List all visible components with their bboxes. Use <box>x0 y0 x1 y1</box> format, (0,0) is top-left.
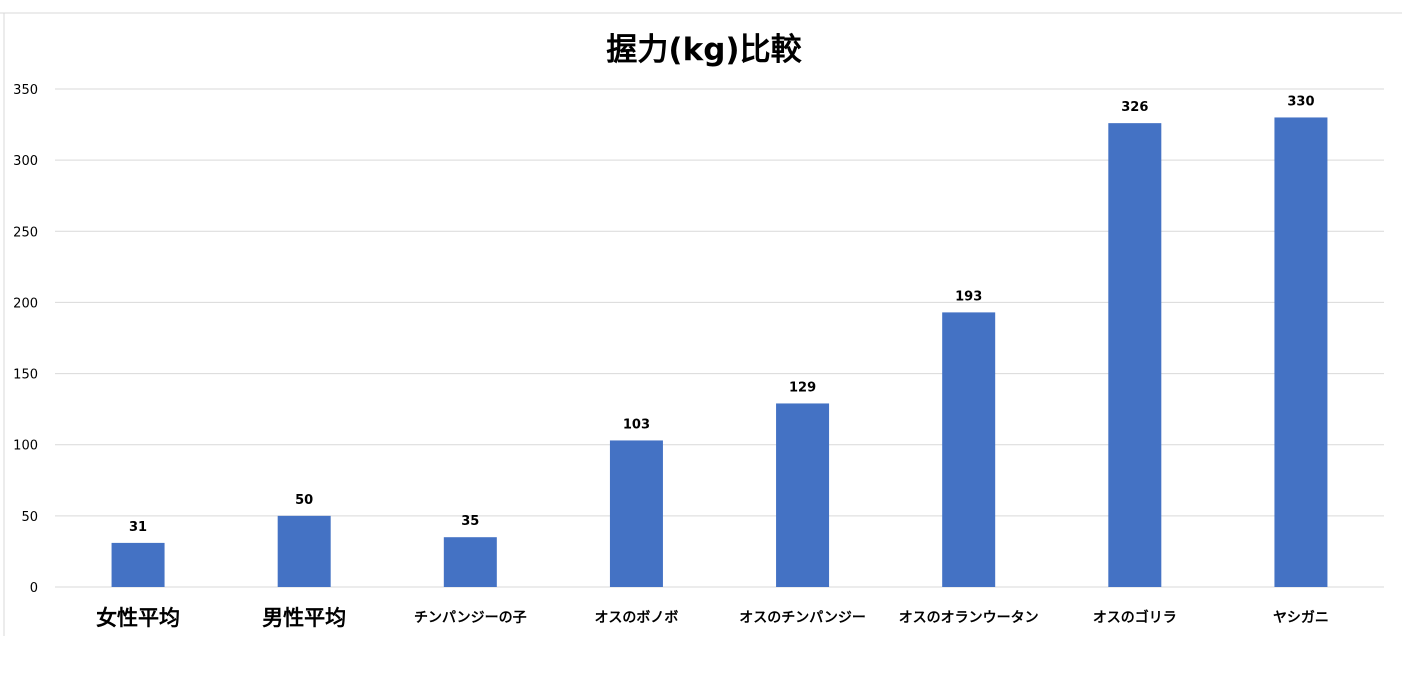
y-tick-label: 150 <box>13 368 38 383</box>
data-label: 50 <box>295 493 313 508</box>
y-tick-label: 0 <box>30 581 38 596</box>
y-tick-label: 200 <box>13 296 38 311</box>
x-tick-label: オスのゴリラ <box>1093 609 1177 626</box>
bar <box>1274 117 1328 587</box>
bar <box>443 537 497 587</box>
x-tick-label: 男性平均 <box>262 606 346 630</box>
data-label: 31 <box>129 520 147 535</box>
data-labels: 31 50 35 103 129 193 326 330 <box>129 94 1314 534</box>
y-tick-label: 250 <box>13 225 38 240</box>
bar <box>776 403 830 587</box>
data-label: 129 <box>789 380 816 395</box>
bar <box>277 515 331 587</box>
gridlines <box>55 88 1384 588</box>
bars <box>111 117 1328 588</box>
data-label: 326 <box>1121 100 1148 115</box>
data-label: 103 <box>623 417 650 432</box>
y-tick-label: 100 <box>13 439 38 454</box>
x-axis-tick-labels: 女性平均 男性平均 チンパンジーの子 オスのボノボ オスのチンパンジー オスのオランウータ… <box>96 606 1329 630</box>
x-tick-label: オスのチンパンジー <box>739 610 866 626</box>
x-tick-label: 女性平均 <box>96 606 180 630</box>
data-label: 330 <box>1287 94 1314 109</box>
x-tick-label: オスのボノボ <box>594 610 678 626</box>
bar <box>1108 123 1162 588</box>
data-label: 35 <box>461 514 479 529</box>
chart-title: 握力(kg)比較 <box>606 32 802 68</box>
x-tick-label: オスのオランウータン <box>899 610 1039 626</box>
bar <box>942 312 996 587</box>
x-tick-label: チンパンジーの子 <box>414 610 527 626</box>
y-tick-label: 350 <box>13 83 38 98</box>
bar <box>609 440 663 587</box>
y-tick-label: 50 <box>21 510 38 525</box>
y-tick-label: 300 <box>13 154 38 169</box>
y-axis-tick-labels: 0 50 100 150 200 250 300 350 <box>13 83 38 596</box>
data-label: 193 <box>955 289 982 304</box>
bar <box>111 542 165 587</box>
x-tick-label: ヤシガニ <box>1273 610 1329 626</box>
